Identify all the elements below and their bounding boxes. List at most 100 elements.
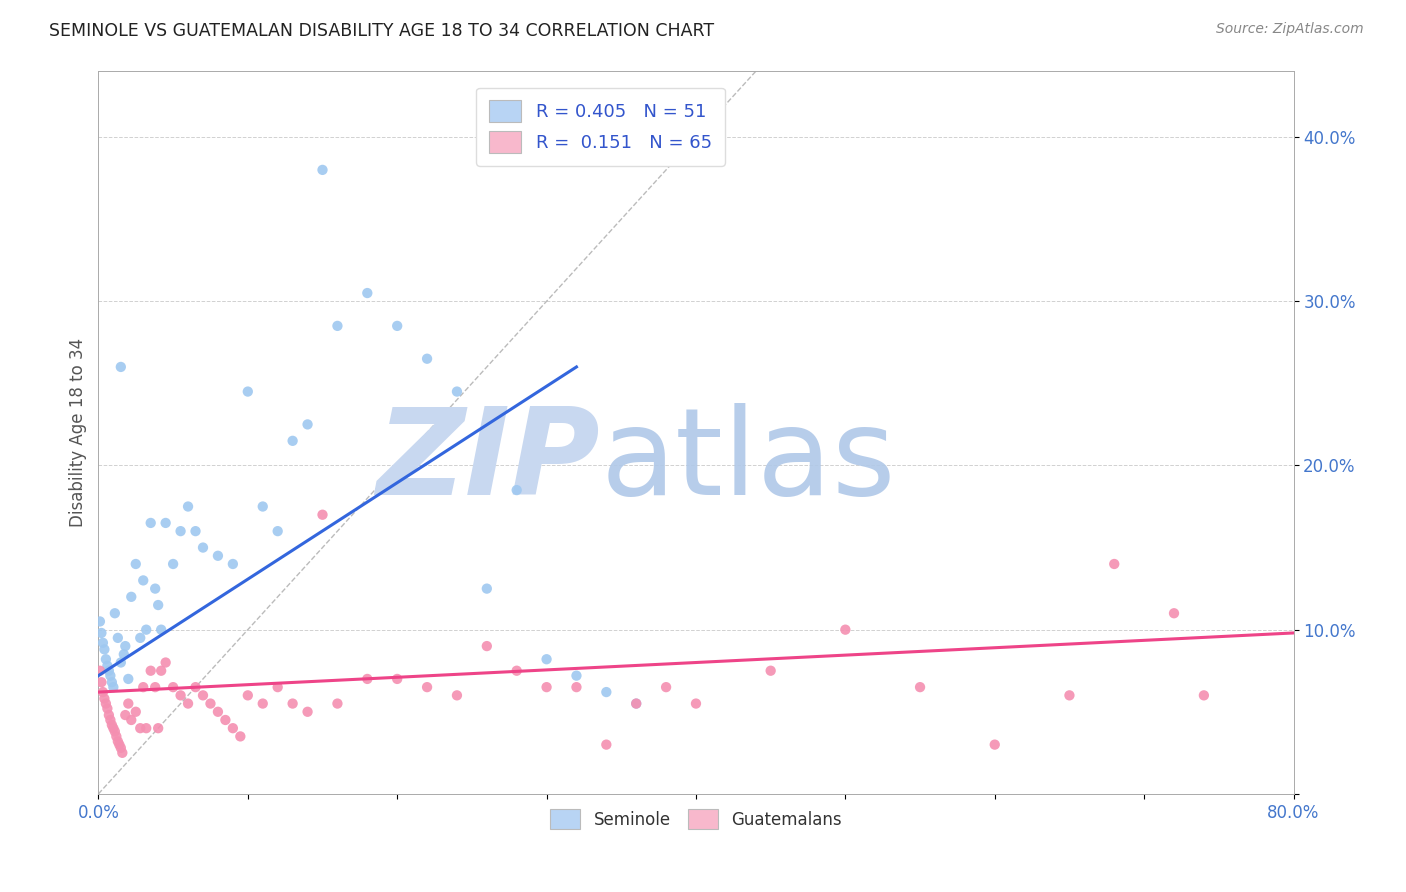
Point — [222, 557, 245, 571]
Point — [105, 730, 128, 744]
Point — [281, 697, 304, 711]
Point — [104, 607, 127, 621]
Text: atlas: atlas — [600, 403, 896, 520]
Point — [117, 672, 139, 686]
Legend: Seminole, Guatemalans: Seminole, Guatemalans — [544, 803, 848, 836]
Point — [120, 713, 142, 727]
Point — [143, 680, 166, 694]
Point — [252, 697, 274, 711]
Point — [252, 500, 274, 514]
Point — [135, 721, 157, 735]
Point — [759, 664, 782, 678]
Point — [177, 500, 200, 514]
Point — [148, 721, 170, 735]
Text: SEMINOLE VS GUATEMALAN DISABILITY AGE 18 TO 34 CORRELATION CHART: SEMINOLE VS GUATEMALAN DISABILITY AGE 18… — [49, 22, 714, 40]
Point — [356, 286, 378, 301]
Point — [626, 697, 648, 711]
Point — [101, 718, 124, 732]
Point — [311, 508, 333, 522]
Point — [169, 524, 191, 538]
Point — [1163, 607, 1185, 621]
Point — [93, 642, 115, 657]
Point — [200, 697, 222, 711]
Point — [506, 483, 529, 497]
Point — [135, 623, 157, 637]
Point — [1192, 689, 1215, 703]
Point — [155, 656, 177, 670]
Point — [184, 524, 207, 538]
Point — [685, 697, 707, 711]
Point — [177, 697, 200, 711]
Point — [655, 680, 678, 694]
Point — [125, 557, 148, 571]
Point — [385, 672, 409, 686]
Point — [93, 691, 115, 706]
Point — [125, 705, 148, 719]
Point — [416, 680, 439, 694]
Point — [297, 705, 319, 719]
Point — [595, 685, 617, 699]
Point — [446, 384, 468, 399]
Point — [297, 417, 319, 432]
Point — [90, 626, 112, 640]
Point — [475, 639, 498, 653]
Point — [94, 697, 117, 711]
Text: ZIP: ZIP — [377, 403, 600, 520]
Point — [908, 680, 931, 694]
Point — [184, 680, 207, 694]
Point — [162, 557, 184, 571]
Point — [97, 664, 120, 678]
Point — [89, 664, 111, 678]
Point — [114, 639, 136, 653]
Point — [416, 351, 439, 366]
Point — [155, 516, 177, 530]
Point — [129, 631, 152, 645]
Point — [101, 675, 124, 690]
Point — [114, 708, 136, 723]
Point — [326, 697, 349, 711]
Point — [117, 697, 139, 711]
Point — [626, 697, 648, 711]
Point — [222, 721, 245, 735]
Point — [536, 680, 558, 694]
Point — [214, 713, 236, 727]
Point — [150, 623, 173, 637]
Point — [984, 738, 1007, 752]
Point — [506, 664, 529, 678]
Point — [91, 636, 114, 650]
Point — [326, 318, 349, 333]
Point — [536, 652, 558, 666]
Point — [356, 672, 378, 686]
Point — [96, 701, 118, 715]
Point — [1059, 689, 1081, 703]
Point — [311, 162, 333, 177]
Point — [107, 734, 129, 748]
Point — [110, 359, 132, 374]
Point — [236, 384, 259, 399]
Point — [148, 598, 170, 612]
Point — [385, 318, 409, 333]
Point — [834, 623, 856, 637]
Point — [94, 652, 117, 666]
Point — [207, 705, 229, 719]
Point — [162, 680, 184, 694]
Point — [104, 724, 127, 739]
Point — [143, 582, 166, 596]
Point — [475, 582, 498, 596]
Point — [110, 740, 132, 755]
Point — [139, 516, 162, 530]
Point — [120, 590, 142, 604]
Point — [107, 631, 129, 645]
Point — [191, 541, 214, 555]
Point — [110, 656, 132, 670]
Point — [267, 524, 290, 538]
Point — [281, 434, 304, 448]
Point — [112, 648, 135, 662]
Point — [97, 708, 120, 723]
Point — [229, 730, 252, 744]
Point — [169, 689, 191, 703]
Point — [129, 721, 152, 735]
Point — [565, 680, 588, 694]
Point — [139, 664, 162, 678]
Y-axis label: Disability Age 18 to 34: Disability Age 18 to 34 — [69, 338, 87, 527]
